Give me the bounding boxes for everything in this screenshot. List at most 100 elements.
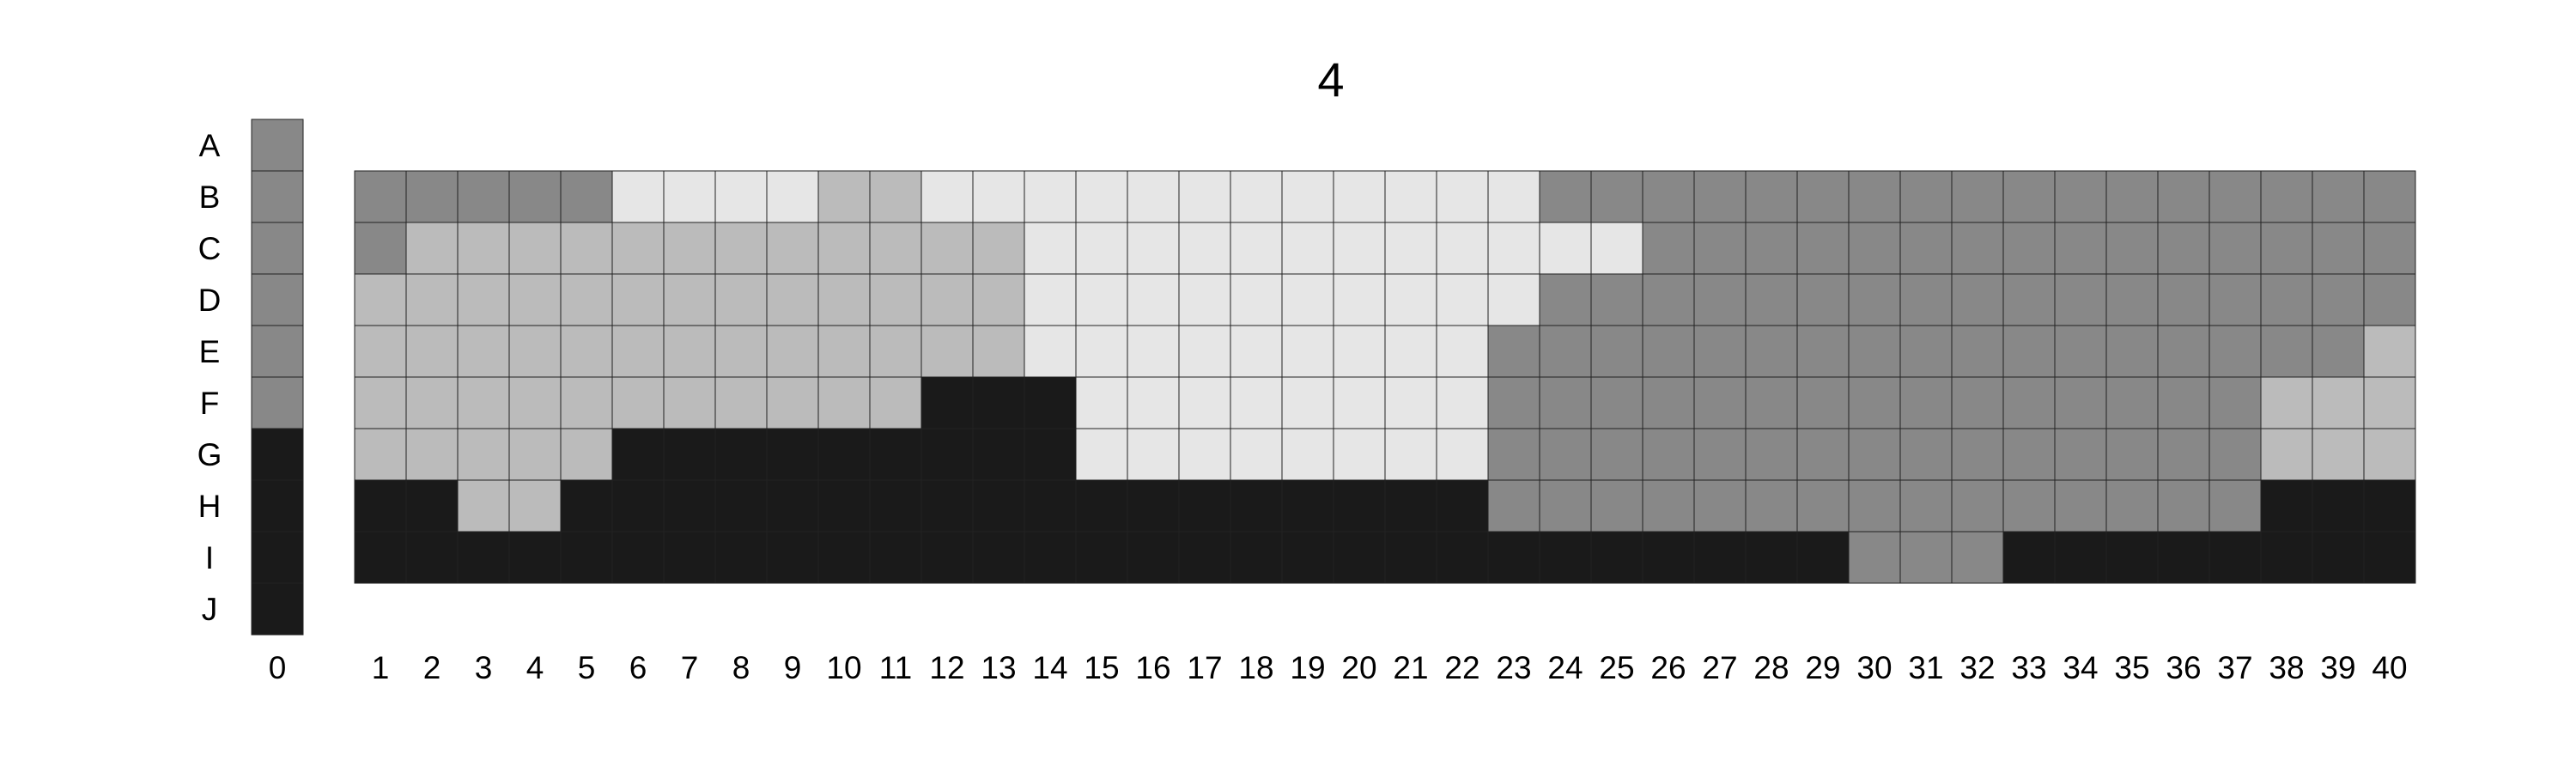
cell-f-2	[405, 376, 459, 429]
cell-c-9	[766, 222, 819, 275]
cell-d-18	[1230, 273, 1283, 326]
row-label-g: G	[197, 437, 222, 472]
column-label-34: 34	[2063, 650, 2098, 685]
cell-b-3	[457, 170, 510, 223]
cell-h-18	[1230, 479, 1283, 533]
cell-g-38	[2260, 428, 2313, 481]
cell-f-7	[663, 376, 716, 429]
cell-d-7	[663, 273, 716, 326]
cell-f-1	[354, 376, 407, 429]
cell-i-20	[1333, 531, 1386, 584]
cell-h-23	[1487, 479, 1540, 533]
cell-h-3	[457, 479, 510, 533]
cell-f-21	[1384, 376, 1437, 429]
column-label-40: 40	[2372, 650, 2407, 685]
cell-d-20	[1333, 273, 1386, 326]
cell-g-29	[1796, 428, 1850, 481]
cell-b-10	[817, 170, 871, 223]
row-label-i: I	[205, 540, 214, 575]
cell-e-21	[1384, 325, 1437, 378]
cell-g-4	[508, 428, 562, 481]
cell-g-35	[2105, 428, 2159, 481]
cell-e-38	[2260, 325, 2313, 378]
cell-f-25	[1590, 376, 1643, 429]
cell-e-22	[1436, 325, 1489, 378]
cell-f-15	[1075, 376, 1128, 429]
cell-d-27	[1693, 273, 1747, 326]
cell-b-40	[2363, 170, 2416, 223]
cell-d-4	[508, 273, 562, 326]
cell-f-23	[1487, 376, 1540, 429]
chart-title: 4	[1317, 52, 1344, 107]
cell-g-9	[766, 428, 819, 481]
cell-c-39	[2312, 222, 2365, 275]
cell-h-19	[1281, 479, 1334, 533]
column-labels: 0 1 2 3 4 5 6 7 8 9 10 11 12 13 14 15 16 17 18 19 20 21 22 23 24…	[269, 650, 2408, 685]
cell-h-38	[2260, 479, 2313, 533]
cell-c-12	[920, 222, 974, 275]
cell-c-26	[1642, 222, 1695, 275]
cell-e-37	[2208, 325, 2262, 378]
cell-g-25	[1590, 428, 1643, 481]
cell-e-28	[1745, 325, 1798, 378]
cell-c-31	[1899, 222, 1953, 275]
cell-g-6	[611, 428, 665, 481]
cell-g-39	[2312, 428, 2365, 481]
cell-i-24	[1539, 531, 1592, 584]
cell-b-6	[611, 170, 665, 223]
cell-e-20	[1333, 325, 1386, 378]
cell-h-37	[2208, 479, 2262, 533]
cell-d-12	[920, 273, 974, 326]
cell-b-18	[1230, 170, 1283, 223]
cell-i-3	[457, 531, 510, 584]
cell-g-31	[1899, 428, 1953, 481]
cell-c-20	[1333, 222, 1386, 275]
cell-g-40	[2363, 428, 2416, 481]
cell-c-10	[817, 222, 871, 275]
cell-i-34	[2054, 531, 2107, 584]
cell-i-18	[1230, 531, 1283, 584]
cell-e-13	[972, 325, 1025, 378]
cell-g-30	[1848, 428, 1901, 481]
cell-h-5	[560, 479, 613, 533]
cell-h-32	[1951, 479, 2004, 533]
cell-c-33	[2002, 222, 2056, 275]
cell-e-12	[920, 325, 974, 378]
cell-i-15	[1075, 531, 1128, 584]
cell-c-38	[2260, 222, 2313, 275]
cell-b-38	[2260, 170, 2313, 223]
cell-b-13	[972, 170, 1025, 223]
cell-h-36	[2157, 479, 2210, 533]
cell-c-18	[1230, 222, 1283, 275]
cell-d-21	[1384, 273, 1437, 326]
column-label-20: 20	[1341, 650, 1376, 685]
cell-e-33	[2002, 325, 2056, 378]
cell-g-18	[1230, 428, 1283, 481]
cell-b-14	[1024, 170, 1077, 223]
cell-c-30	[1848, 222, 1901, 275]
cell-c-34	[2054, 222, 2107, 275]
cell-g-33	[2002, 428, 2056, 481]
cell-b-9	[766, 170, 819, 223]
column-label-22: 22	[1444, 650, 1479, 685]
cell-h-22	[1436, 479, 1489, 533]
cell-g-32	[1951, 428, 2004, 481]
cell-e-27	[1693, 325, 1747, 378]
key-cell-g	[251, 428, 304, 481]
cell-b-17	[1178, 170, 1231, 223]
cell-e-40	[2363, 325, 2416, 378]
cell-h-20	[1333, 479, 1386, 533]
heatmap-grid	[354, 170, 2416, 584]
cell-c-8	[714, 222, 768, 275]
cell-i-19	[1281, 531, 1334, 584]
cell-f-30	[1848, 376, 1901, 429]
cell-f-9	[766, 376, 819, 429]
cell-h-25	[1590, 479, 1643, 533]
cell-h-10	[817, 479, 871, 533]
column-label-37: 37	[2217, 650, 2252, 685]
cell-b-23	[1487, 170, 1540, 223]
row-label-c: C	[198, 231, 222, 266]
cell-g-26	[1642, 428, 1695, 481]
cell-c-16	[1127, 222, 1180, 275]
